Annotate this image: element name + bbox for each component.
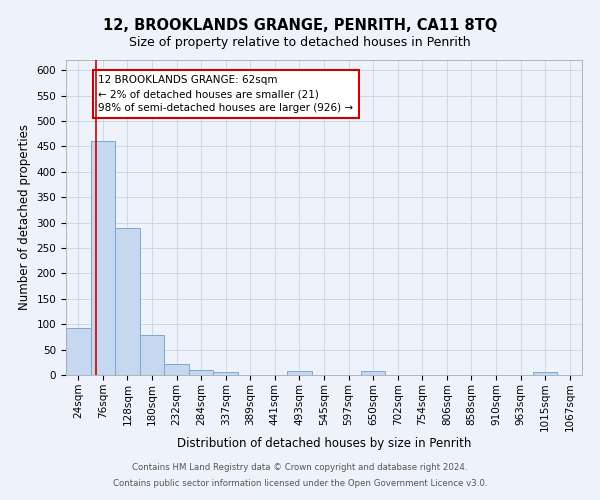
Bar xyxy=(533,372,557,375)
Bar xyxy=(66,328,91,375)
Text: Contains public sector information licensed under the Open Government Licence v3: Contains public sector information licen… xyxy=(113,478,487,488)
Bar xyxy=(140,336,164,375)
Bar xyxy=(115,228,140,375)
Text: 12, BROOKLANDS GRANGE, PENRITH, CA11 8TQ: 12, BROOKLANDS GRANGE, PENRITH, CA11 8TQ xyxy=(103,18,497,32)
Text: Contains HM Land Registry data © Crown copyright and database right 2024.: Contains HM Land Registry data © Crown c… xyxy=(132,464,468,472)
X-axis label: Distribution of detached houses by size in Penrith: Distribution of detached houses by size … xyxy=(177,437,471,450)
Text: 12 BROOKLANDS GRANGE: 62sqm
← 2% of detached houses are smaller (21)
98% of semi: 12 BROOKLANDS GRANGE: 62sqm ← 2% of deta… xyxy=(98,75,353,113)
Y-axis label: Number of detached properties: Number of detached properties xyxy=(18,124,31,310)
Bar xyxy=(214,372,238,375)
Bar xyxy=(91,142,115,375)
Bar xyxy=(361,371,385,375)
Bar xyxy=(287,372,312,375)
Text: Size of property relative to detached houses in Penrith: Size of property relative to detached ho… xyxy=(129,36,471,49)
Bar xyxy=(189,370,214,375)
Bar xyxy=(164,364,189,375)
